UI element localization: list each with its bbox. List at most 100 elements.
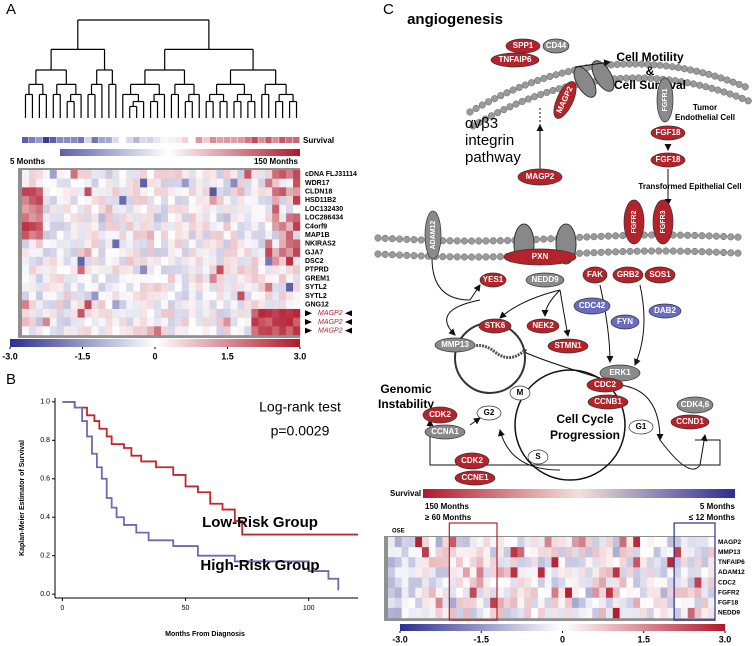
heatmap-cell [22,300,30,310]
heatmap-cell [91,239,99,249]
heatmap-cell [105,230,113,240]
heatmap-cell [209,326,217,336]
heatmap-cell [112,248,120,258]
heatmap-cell [42,187,50,197]
heatmap-cell [633,547,641,558]
gene-label: ADAM12 [718,569,745,576]
heatmap-cell [28,265,37,275]
membrane-lipid [546,72,554,81]
heatmap-cell [70,265,78,275]
node-label: FYN [617,317,633,326]
heatmap-cell [140,222,148,231]
membrane-lipid [403,251,411,259]
heatmap-cell [524,557,532,568]
membrane-lipid [734,233,742,241]
heatmap-cell [244,239,252,249]
heatmap-cell [237,187,245,197]
heatmap-cell [497,587,505,598]
heatmap-cell [77,239,85,249]
pathway-node [490,52,540,68]
heatmap-cell [272,170,280,179]
survival-cell [244,137,251,143]
heatmap-cell [279,300,287,310]
heatmap-cell [49,170,57,179]
heatmap-cell [188,256,196,266]
node-label: FGFR1 [662,88,669,111]
heatmap-cell [22,274,30,284]
heatmap-cell [537,577,545,588]
arrow [431,257,481,301]
heatmap-cell [174,256,183,266]
heatmap-cell [633,587,641,598]
heatmap-cell [251,256,259,266]
heatmap-cell [133,308,141,318]
membrane-lipid [446,237,454,245]
heatmap-cell [237,239,245,249]
arrow [499,289,561,319]
panel-label: C [383,1,394,18]
heatmap-cell [694,587,702,598]
heatmap-cell [524,547,532,558]
gene-label: HSD11B2 [305,197,336,204]
membrane-lipid [527,79,536,87]
heatmap-cell [28,170,37,179]
heatmap-cell [105,204,113,214]
heatmap-cell [181,282,189,292]
heatmap-cell [56,317,64,327]
membrane-lipid [500,106,508,114]
heatmap-cell [230,291,238,301]
arrow-right [305,310,312,317]
heatmap-cell [223,239,231,249]
membrane-lipid [468,237,476,245]
scale-right: 5 Months [700,502,736,511]
heatmap-cell [70,308,78,318]
heatmap-cell [531,587,539,598]
membrane-lipid [558,69,566,77]
membrane-lipid [417,252,425,260]
node-label: NEDD9 [531,275,559,284]
heatmap-cell [216,282,224,292]
heatmap-cell [56,248,64,258]
heatmap-cell [167,170,176,179]
heatmap-cell [531,607,539,619]
node-label: CD44 [546,41,567,50]
heatmap-cell [28,291,37,301]
heatmap-cell [181,204,189,214]
heatmap-cell [265,265,273,275]
membrane-lipid [727,233,735,241]
heatmap-cell [195,274,203,284]
heatmap-cell [701,577,709,588]
heatmap-cell [230,178,238,188]
heatmap-cell [258,248,266,258]
survival-cell [70,137,78,143]
heatmap-cell [161,222,169,231]
annotation: Log-rank test [259,399,341,415]
membrane-lipid [497,92,505,100]
heatmap-cell [49,213,57,223]
membrane-lipid [552,71,560,79]
heatmap-cell [195,282,203,292]
heatmap-cell [35,300,44,310]
heatmap-cell [195,326,203,336]
node-label: YES1 [483,275,504,284]
heatmap-cell [612,567,620,578]
pathway-node [652,199,674,245]
arrow [574,59,611,68]
heatmap-cell [147,274,155,284]
legend-label: Low-Risk Group [202,514,318,531]
heatmap-cell [70,317,78,327]
heatmap-cell [195,230,203,240]
heatmap-cell [84,196,92,205]
heatmap-cell [415,537,423,548]
heatmap-cell [42,282,50,292]
heatmap-cell [272,204,280,214]
heatmap-cell [531,597,539,609]
membrane-lipid [648,247,656,255]
heatmap-cell [503,587,511,598]
heatmap-cell [202,230,210,240]
heatmap-cell [279,256,287,266]
heatmap-cell [161,196,169,205]
heatmap-cell [640,567,648,578]
heatmap-cell [174,170,183,179]
